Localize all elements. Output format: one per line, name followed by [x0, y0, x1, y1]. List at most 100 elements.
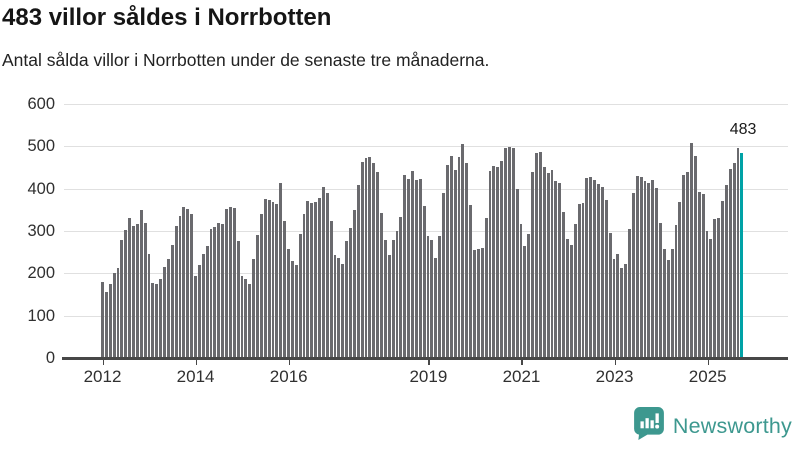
- bar: [310, 202, 314, 358]
- bar: [403, 175, 407, 358]
- x-axis-line: [62, 357, 788, 360]
- bar: [287, 248, 290, 358]
- bar: [686, 171, 689, 358]
- bar: [635, 175, 639, 358]
- y-tick-label-0: 0: [45, 349, 55, 367]
- bar: [414, 179, 418, 358]
- bar: [546, 173, 550, 358]
- bar: [174, 226, 178, 358]
- bar: [283, 221, 286, 358]
- bar: [600, 186, 604, 358]
- x-tick-label-2025: 2025: [688, 367, 727, 386]
- bar: [337, 258, 341, 358]
- bar: [488, 170, 492, 358]
- bar: [670, 249, 674, 358]
- bar: [225, 209, 228, 358]
- bar: [325, 193, 329, 358]
- bar: [418, 178, 422, 358]
- bar: [217, 222, 221, 358]
- bar: [674, 224, 678, 358]
- x-tick-2021: [521, 359, 523, 365]
- bar: [589, 176, 593, 358]
- bar: [531, 171, 534, 358]
- y-tick-label-400: 400: [27, 179, 55, 198]
- bar: [705, 231, 709, 358]
- y-axis: 0 100 200 300 400 500 600: [0, 95, 55, 367]
- bar: [504, 148, 507, 358]
- bar: [120, 240, 124, 358]
- y-tick-label-200: 200: [27, 264, 55, 283]
- bar: [507, 146, 511, 358]
- bar: [465, 163, 469, 358]
- bar: [612, 258, 616, 358]
- bar: [411, 170, 414, 358]
- bar: [263, 199, 267, 358]
- gridline-100: [64, 315, 788, 317]
- bar: [690, 143, 693, 358]
- bar: [205, 245, 209, 358]
- bar: [624, 263, 627, 358]
- bar: [577, 204, 581, 358]
- x-tick-label-2012: 2012: [83, 367, 122, 386]
- bar: [693, 155, 697, 358]
- bar: [655, 188, 658, 358]
- bar: [476, 248, 480, 358]
- bar: [442, 192, 445, 358]
- bar: [449, 156, 453, 358]
- bar: [399, 217, 403, 358]
- bar: [721, 201, 724, 358]
- gridline-300: [64, 231, 788, 232]
- x-tick-2016: [288, 359, 291, 365]
- bar: [151, 282, 155, 358]
- bar: [736, 147, 740, 358]
- bar: [349, 228, 352, 358]
- bar: [713, 219, 717, 358]
- bar: [159, 279, 162, 358]
- bar: [647, 183, 651, 358]
- bar: [380, 213, 383, 358]
- bar: [221, 224, 224, 358]
- bar: [170, 245, 174, 358]
- bar: [511, 147, 515, 358]
- bar: [147, 253, 151, 358]
- brand-footer[interactable]: Newsworthy: [634, 407, 792, 445]
- y-tick-label-100: 100: [27, 306, 55, 325]
- x-tick-2019: [428, 359, 430, 365]
- bar: [484, 218, 488, 358]
- bar: [724, 185, 728, 358]
- bar: [298, 234, 302, 358]
- bar: [659, 222, 662, 358]
- bar: [345, 241, 348, 358]
- bar: [360, 161, 364, 358]
- bar: [631, 192, 635, 358]
- bar: [267, 200, 271, 358]
- bar: [240, 276, 244, 358]
- bar: [329, 220, 333, 358]
- bar: [620, 267, 624, 358]
- bar: [542, 166, 546, 358]
- bar: [426, 236, 430, 358]
- bar-chart: 2012 2014 2016 2019 2021 2023 2025 483: [62, 104, 788, 386]
- bar: [275, 203, 279, 358]
- bar: [383, 239, 387, 358]
- bar: [453, 169, 457, 358]
- brand-name[interactable]: Newsworthy: [672, 413, 792, 438]
- bar: [538, 152, 542, 358]
- bars-container: [101, 104, 744, 358]
- bar: [178, 215, 182, 358]
- bar: [116, 267, 120, 358]
- bar: [259, 214, 263, 358]
- bar: [321, 187, 325, 358]
- bar: [496, 166, 500, 358]
- bar: [132, 225, 135, 358]
- bar: [732, 163, 736, 358]
- bar: [391, 240, 395, 358]
- bar: [372, 163, 376, 358]
- bar: [407, 178, 410, 358]
- x-tick-2025: [707, 359, 710, 365]
- bar: [527, 234, 531, 358]
- chart-subtitle: Antal sålda villor i Norrbotten under de…: [2, 49, 490, 70]
- bar: [701, 194, 705, 358]
- bar: [461, 144, 465, 358]
- x-tick-2014: [195, 359, 198, 365]
